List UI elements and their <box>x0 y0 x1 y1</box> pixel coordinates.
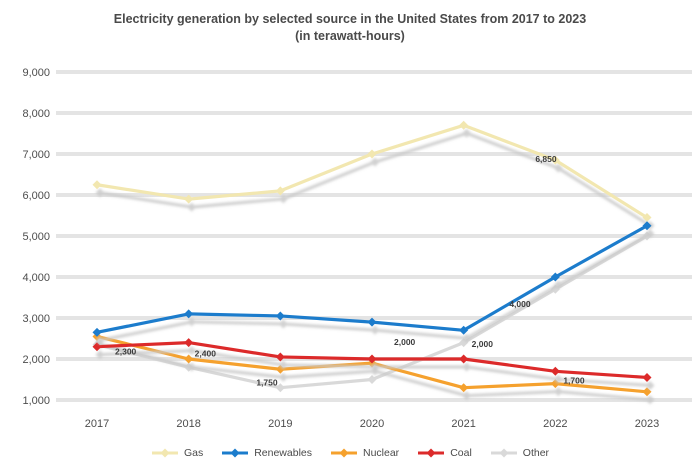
data-point-marker <box>184 362 194 372</box>
data-point-marker <box>642 213 652 223</box>
data-point-marker <box>184 338 194 348</box>
data-point-marker <box>550 284 560 294</box>
data-point-marker <box>367 317 377 327</box>
series-line <box>95 123 649 220</box>
y-axis-labels: 1,000 2,000 3,000 4,000 5,000 6,000 7,000 8,000… <box>22 67 50 407</box>
data-point-marker <box>275 352 285 362</box>
legend-diamond-marker <box>230 448 240 458</box>
y-tick-label: 6,000 <box>22 190 50 202</box>
y-tick-label: 4,000 <box>22 272 50 284</box>
x-axis-labels: 2017 2018 2019 2020 2021 2022 2023 <box>85 418 659 430</box>
chart-title: Electricity generation by selected sourc… <box>113 12 587 26</box>
legend-label: Gas <box>183 447 204 459</box>
point-value-label: 2,000 <box>472 339 494 349</box>
point-value-label: 2,300 <box>115 347 137 357</box>
x-tick-label: 2018 <box>176 418 200 430</box>
chart-subtitle: (in terawatt-hours) <box>295 29 405 43</box>
y-tick-label: 7,000 <box>22 149 50 161</box>
legend-item-renewables: Renewables <box>221 447 312 459</box>
chart-legend: Gas Renewables Nuclear Coal Other <box>0 447 700 459</box>
series-coal <box>92 338 652 382</box>
legend-diamond-marker <box>426 448 436 458</box>
y-tick-label: 9,000 <box>22 67 50 79</box>
x-tick-label: 2017 <box>85 418 109 430</box>
data-point-marker <box>367 354 377 364</box>
data-point-marker <box>459 383 469 393</box>
legend-swatch-other <box>490 448 517 458</box>
y-tick-label: 3,000 <box>22 313 50 325</box>
data-point-marker <box>92 342 102 352</box>
legend-diamond-marker <box>160 448 170 458</box>
data-point-marker <box>550 155 560 165</box>
point-labels: 2,300 2,400 1,750 2,000 2,000 4,000 6,850 1,700 <box>115 154 585 387</box>
legend-diamond-marker <box>499 448 509 458</box>
point-value-label: 1,700 <box>563 375 585 385</box>
data-point-marker <box>184 194 194 204</box>
series-gas <box>92 120 652 223</box>
data-point-marker <box>642 372 652 382</box>
legend-swatch-nuclear <box>331 448 357 458</box>
data-point-marker <box>92 327 102 337</box>
data-point-marker <box>642 387 652 397</box>
point-value-label: 2,400 <box>195 349 217 359</box>
legend-item-nuclear: Nuclear <box>330 447 399 459</box>
data-point-marker <box>367 149 377 159</box>
point-value-label: 2,000 <box>394 337 416 347</box>
legend-swatch-gas <box>151 448 178 458</box>
point-value-label: 6,850 <box>535 154 557 164</box>
legend-diamond-marker <box>339 448 349 458</box>
data-point-marker <box>550 272 560 282</box>
x-tick-label: 2019 <box>268 418 292 430</box>
data-point-marker <box>275 186 285 196</box>
data-point-marker <box>642 221 652 231</box>
series-renewables <box>92 221 652 337</box>
y-tick-label: 2,000 <box>22 354 50 366</box>
data-point-marker <box>550 366 560 376</box>
data-point-marker <box>459 120 469 130</box>
y-tick-label: 8,000 <box>22 108 50 120</box>
data-point-marker <box>275 364 285 374</box>
chart-title-block: Electricity generation by selected sourc… <box>0 10 700 44</box>
legend-item-gas: Gas <box>151 447 203 459</box>
data-point-marker <box>184 354 194 364</box>
x-tick-label: 2023 <box>635 418 659 430</box>
x-tick-label: 2020 <box>360 418 384 430</box>
point-value-label: 1,750 <box>256 377 278 387</box>
data-point-marker <box>550 379 560 389</box>
data-point-marker <box>459 354 469 364</box>
series-other <box>92 231 652 393</box>
data-point-marker <box>367 375 377 384</box>
data-point-marker <box>275 311 285 321</box>
legend-item-coal: Coal <box>417 447 472 459</box>
x-tick-label: 2022 <box>543 418 567 430</box>
legend-label: Renewables <box>254 447 312 459</box>
legend-label: Other <box>522 447 550 459</box>
point-value-label: 4,000 <box>509 299 531 309</box>
legend-label: Coal <box>450 447 472 459</box>
data-point-marker <box>92 180 102 190</box>
legend-label: Nuclear <box>363 447 400 459</box>
data-point-marker <box>642 231 652 241</box>
legend-item-other: Other <box>490 447 549 459</box>
data-point-marker <box>275 383 285 393</box>
y-tick-label: 5,000 <box>22 231 50 243</box>
legend-swatch-coal <box>418 448 445 458</box>
data-point-marker <box>459 338 469 348</box>
x-tick-label: 2021 <box>451 418 475 430</box>
data-point-marker <box>184 309 194 319</box>
series-lines <box>92 120 652 397</box>
data-point-marker <box>459 325 469 335</box>
legend-swatch-renewables <box>222 448 249 458</box>
y-tick-label: 1,000 <box>22 395 50 407</box>
